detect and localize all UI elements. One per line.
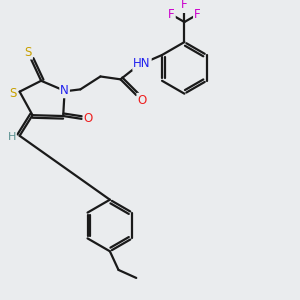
Text: O: O [137,94,147,107]
Text: O: O [83,112,93,125]
Text: HN: HN [133,57,151,70]
Text: S: S [25,46,32,59]
Text: F: F [168,8,175,21]
Text: S: S [10,87,17,100]
Text: F: F [181,0,188,11]
Text: F: F [194,8,201,21]
Text: H: H [8,132,16,142]
Text: N: N [60,84,69,97]
